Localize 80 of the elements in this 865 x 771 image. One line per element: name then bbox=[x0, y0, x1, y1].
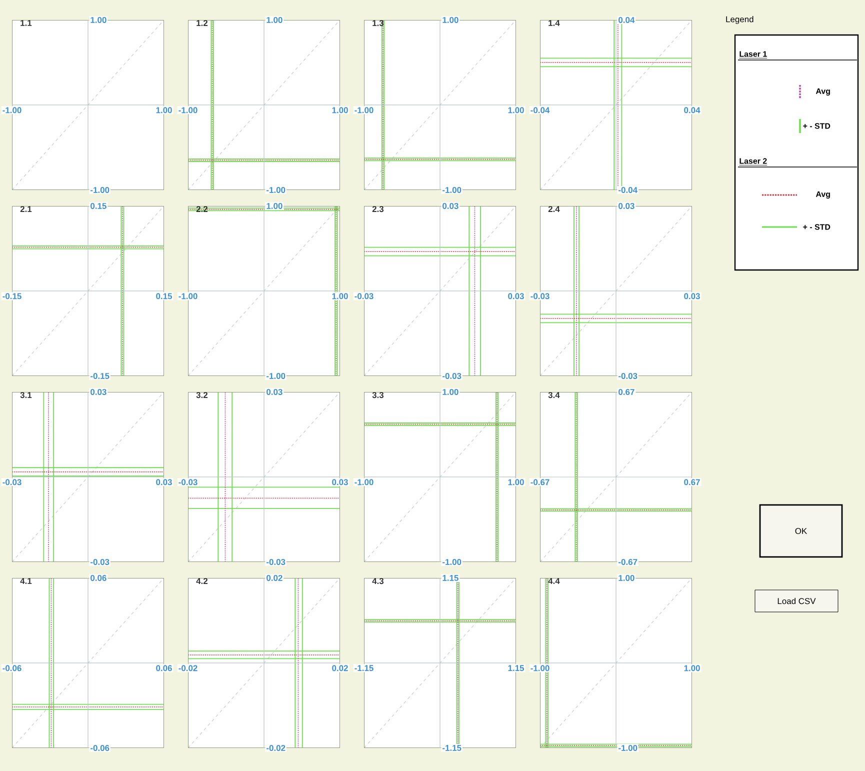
chart-title: 4.1 bbox=[20, 578, 32, 584]
y-tick-label: -1.00 bbox=[266, 372, 286, 379]
x-tick-label: 1.00 bbox=[508, 107, 524, 114]
y-tick-label: -0.03 bbox=[266, 558, 286, 565]
y-tick-label: 0.04 bbox=[618, 17, 635, 23]
x-tick-label: 0.15 bbox=[156, 293, 172, 300]
y-tick-label: 0.03 bbox=[618, 202, 634, 209]
y-tick-label: 0.06 bbox=[90, 574, 106, 581]
x-tick-label: 1.00 bbox=[684, 665, 700, 672]
x-tick-label: -1.00 bbox=[178, 107, 198, 114]
x-tick-label: -1.00 bbox=[354, 479, 374, 486]
y-tick-label: 0.15 bbox=[90, 202, 106, 209]
y-tick-label: -1.15 bbox=[442, 745, 462, 751]
x-tick-label: 1.00 bbox=[332, 107, 348, 114]
x-tick-label: -0.15 bbox=[2, 293, 22, 300]
text: Load CSV bbox=[778, 598, 816, 604]
text: OK bbox=[795, 528, 808, 534]
y-tick-label: -1.00 bbox=[90, 186, 110, 193]
x-tick-label: 0.06 bbox=[156, 665, 172, 672]
chart-title: 4.2 bbox=[196, 578, 208, 584]
x-tick-label: 1.00 bbox=[156, 107, 172, 114]
y-tick-label: -0.02 bbox=[266, 744, 286, 751]
y-tick-label: -1.00 bbox=[618, 744, 638, 751]
y-tick-label: -0.03 bbox=[618, 372, 638, 379]
y-tick-label: 1.00 bbox=[266, 202, 282, 209]
chart-title: 1.2 bbox=[196, 20, 208, 26]
y-tick-label: 1.00 bbox=[90, 16, 106, 23]
chart-title: 1.4 bbox=[548, 20, 560, 26]
x-tick-label: -0.04 bbox=[530, 107, 550, 114]
x-tick-label: -1.00 bbox=[2, 107, 22, 114]
chart-title: 3.2 bbox=[196, 392, 208, 398]
x-tick-label: 0.02 bbox=[332, 665, 348, 672]
x-tick-label: 0.03 bbox=[156, 479, 172, 486]
y-tick-label: -1.00 bbox=[442, 558, 462, 565]
x-tick-label: 0.03 bbox=[332, 479, 348, 486]
chart-title: 3.1 bbox=[20, 392, 32, 398]
x-tick-label: -0.06 bbox=[2, 665, 22, 672]
x-tick-label: -1.00 bbox=[178, 293, 198, 300]
y-tick-label: -0.06 bbox=[90, 744, 110, 751]
y-tick-label: 1.00 bbox=[442, 16, 458, 23]
x-tick-label: -0.67 bbox=[530, 479, 550, 486]
y-tick-label: -0.67 bbox=[618, 558, 638, 565]
y-tick-label: 1.00 bbox=[266, 16, 282, 23]
x-tick-label: 0.03 bbox=[684, 293, 700, 300]
chart-title: 2.3 bbox=[372, 206, 384, 212]
x-tick-label: -0.03 bbox=[530, 293, 550, 300]
x-tick-label: 1.15 bbox=[508, 665, 524, 672]
y-tick-label: -0.03 bbox=[90, 558, 110, 565]
chart-title: 2.1 bbox=[20, 206, 32, 212]
x-tick-label: 0.03 bbox=[508, 293, 524, 300]
y-tick-label: -0.04 bbox=[618, 186, 638, 193]
x-tick-label: -0.03 bbox=[354, 293, 374, 300]
x-tick-label: -1.00 bbox=[530, 665, 550, 672]
chart-title: 3.3 bbox=[372, 392, 384, 398]
x-tick-label: -0.02 bbox=[178, 665, 198, 672]
y-tick-label: 0.67 bbox=[618, 389, 634, 395]
x-tick-label: -1.15 bbox=[354, 665, 374, 672]
x-tick-label: -0.03 bbox=[2, 479, 22, 486]
x-tick-label: 0.04 bbox=[684, 107, 700, 114]
x-tick-label: -0.03 bbox=[178, 479, 198, 486]
y-tick-label: -1.00 bbox=[266, 186, 286, 193]
y-tick-label: -0.03 bbox=[442, 372, 462, 379]
text: Legend bbox=[726, 16, 754, 24]
x-tick-label: 1.00 bbox=[332, 293, 348, 300]
y-tick-label: -0.15 bbox=[90, 372, 110, 379]
x-tick-label: 1.00 bbox=[508, 479, 524, 486]
x-tick-label: -1.00 bbox=[354, 107, 374, 114]
y-tick-label: 1.15 bbox=[442, 575, 458, 581]
chart-title: 4.3 bbox=[372, 578, 384, 584]
y-tick-label: 0.03 bbox=[90, 388, 106, 395]
y-tick-label: 0.02 bbox=[266, 574, 282, 581]
x-tick-label: 0.67 bbox=[684, 479, 700, 486]
chart-title: 2.4 bbox=[548, 206, 560, 212]
y-tick-label: 0.03 bbox=[442, 202, 458, 209]
y-tick-label: 0.03 bbox=[266, 388, 282, 395]
y-tick-label: 1.00 bbox=[618, 574, 634, 581]
y-tick-label: -1.00 bbox=[442, 186, 462, 193]
y-tick-label: 1.00 bbox=[442, 388, 458, 395]
chart-title: 3.4 bbox=[548, 392, 560, 398]
chart-title: 1.1 bbox=[20, 20, 32, 26]
